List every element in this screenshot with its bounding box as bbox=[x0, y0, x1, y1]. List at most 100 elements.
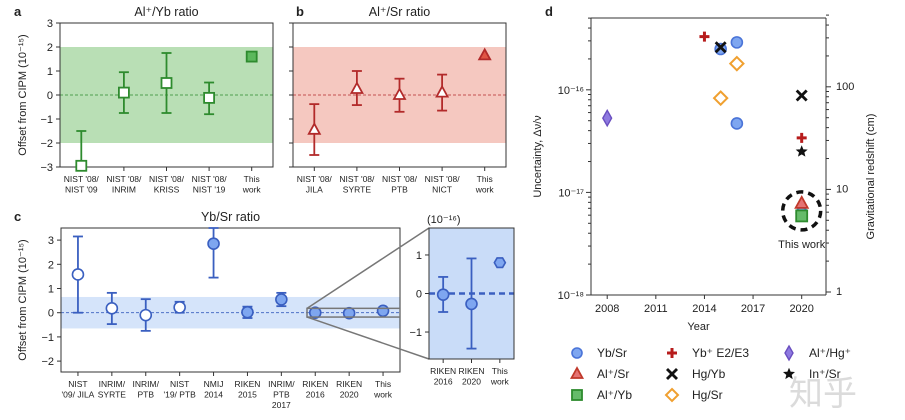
data-point-yb-e2-e3 bbox=[796, 132, 807, 143]
y2-axis-label: Gravitational redshift (cm) bbox=[865, 114, 877, 240]
legend-item: Al⁺/Hg⁺ bbox=[784, 344, 851, 362]
x-tick-label: NIST '08/ bbox=[149, 174, 185, 184]
x-tick-label: 2016 bbox=[306, 390, 325, 400]
x-tick-label: 2017 bbox=[741, 303, 765, 315]
x-tick-label: INRIM/ bbox=[133, 379, 160, 389]
data-point-al-hg- bbox=[602, 108, 613, 128]
x-tick-label: NIST bbox=[68, 379, 87, 389]
x-tick-label: 2014 bbox=[692, 303, 716, 315]
legend-item: In⁺/Sr bbox=[783, 367, 841, 381]
data-point bbox=[349, 81, 364, 94]
y-tick-label: 2 bbox=[48, 259, 54, 271]
legend-marker bbox=[571, 347, 583, 359]
y-tick-label: 10⁻¹⁶ bbox=[558, 85, 584, 97]
data-point bbox=[241, 305, 254, 319]
y-axis-label: Offset from CIPM (10⁻¹⁵) bbox=[17, 239, 29, 360]
x-tick-label: 2020 bbox=[340, 390, 359, 400]
data-point bbox=[436, 288, 450, 301]
legend-item: Yb⁺ E2/E3 bbox=[667, 346, 749, 360]
data-point-yb-sr bbox=[730, 117, 744, 130]
x-tick-label: 2020 bbox=[789, 303, 813, 315]
data-point-hg-yb bbox=[795, 89, 808, 102]
x-b bbox=[714, 41, 727, 54]
data-point bbox=[75, 159, 88, 172]
legend-marker bbox=[569, 366, 585, 379]
y2-tick-label: 100 bbox=[836, 81, 854, 93]
x-tick-label: 2017 bbox=[272, 400, 291, 410]
panel-d-uncertainty: 10⁻¹⁶ 10⁻¹⁷ 10⁻¹⁸ 100 10 1 2008 2011 2014 2017 202… bbox=[532, 4, 877, 333]
y-tick-label: 10⁻¹⁸ bbox=[558, 290, 584, 302]
x-tick-label: 2016 bbox=[434, 377, 453, 387]
y-tick-label: 3 bbox=[48, 235, 54, 247]
y-tick-label: −2 bbox=[41, 356, 54, 368]
x-tick-label: '19/ PTB bbox=[163, 390, 196, 400]
x-axis-label: Year bbox=[687, 321, 710, 333]
data-point bbox=[477, 47, 492, 61]
plot-frame bbox=[60, 227, 401, 373]
data-point bbox=[118, 86, 130, 99]
y-tick-label: 0 bbox=[416, 289, 422, 301]
x-tick-label: work bbox=[490, 377, 510, 387]
y-tick-label: 10⁻¹⁷ bbox=[558, 187, 584, 199]
x-tick-label: RIKEN bbox=[336, 379, 362, 389]
legend-marker bbox=[664, 387, 680, 403]
data-point-hg-sr bbox=[712, 90, 729, 107]
data-point-in-sr bbox=[795, 145, 808, 157]
y-tick-label: 0 bbox=[47, 90, 53, 102]
x-tick-label: 2020 bbox=[462, 377, 481, 387]
x-tick-label: work bbox=[242, 185, 262, 195]
legend-marker bbox=[783, 367, 795, 380]
data-point bbox=[71, 268, 85, 281]
zoom-line-top bbox=[306, 227, 430, 309]
this-work-circle bbox=[780, 190, 823, 232]
y-tick-label: −1 bbox=[41, 332, 54, 344]
panel-title: Al⁺/Sr ratio bbox=[369, 5, 431, 19]
x-tick-label: NIST '09 bbox=[65, 185, 98, 195]
data-point-hg-sr bbox=[728, 55, 745, 72]
data-point bbox=[203, 91, 216, 104]
legend-item: Al⁺/Yb bbox=[571, 388, 632, 402]
zoom-line-bottom bbox=[306, 316, 430, 360]
data-point-yb-sr bbox=[730, 36, 744, 49]
legend-label: Al⁺/Hg⁺ bbox=[809, 346, 851, 360]
x-tick-label: This bbox=[244, 174, 260, 184]
x-tick-label: NIST '08/ bbox=[106, 174, 142, 184]
data-point bbox=[173, 301, 186, 314]
x-tick-label: KRISS bbox=[154, 185, 180, 195]
y-tick-label: −2 bbox=[40, 138, 53, 150]
x-tick-label: RIKEN bbox=[302, 379, 328, 389]
x-tick-label: NIST '08/ bbox=[297, 174, 333, 184]
x-b bbox=[666, 368, 678, 380]
x-tick-label: NIST '08/ bbox=[425, 174, 461, 184]
data-point-yb-e2-e3 bbox=[699, 31, 710, 42]
x-tick-label: '09/ JILA bbox=[62, 390, 95, 400]
x-tick-label: SYRTE bbox=[98, 390, 127, 400]
x-tick-label: This bbox=[492, 366, 508, 376]
x-tick-label: RIKEN bbox=[234, 379, 260, 389]
data-point bbox=[275, 293, 288, 306]
x-tick-label: 2014 bbox=[204, 390, 223, 400]
x-tick-label: NMIJ bbox=[204, 379, 224, 389]
zoom-box bbox=[306, 307, 401, 318]
data-point bbox=[435, 84, 450, 98]
data-point bbox=[465, 297, 478, 311]
panel-letter: d bbox=[545, 4, 553, 19]
data-point bbox=[392, 87, 407, 100]
x-tick-label: JILA bbox=[306, 185, 323, 195]
legend-marker bbox=[666, 368, 678, 380]
y-tick-label: 1 bbox=[47, 66, 53, 78]
y2-tick-label: 10 bbox=[836, 183, 848, 195]
panel-title: Al⁺/Yb ratio bbox=[134, 5, 198, 19]
panel-letter: a bbox=[14, 4, 22, 19]
legend-label: Hg/Sr bbox=[692, 388, 723, 402]
y-tick-label: −1 bbox=[409, 327, 422, 339]
x-tick-label: NIST bbox=[170, 379, 189, 389]
x-tick-label: NICT bbox=[432, 185, 452, 195]
y-tick-label: 1 bbox=[416, 250, 422, 262]
annotation: This work bbox=[778, 239, 826, 251]
x-tick-label: work bbox=[475, 185, 495, 195]
legend-label: Yb/Sr bbox=[597, 346, 627, 360]
